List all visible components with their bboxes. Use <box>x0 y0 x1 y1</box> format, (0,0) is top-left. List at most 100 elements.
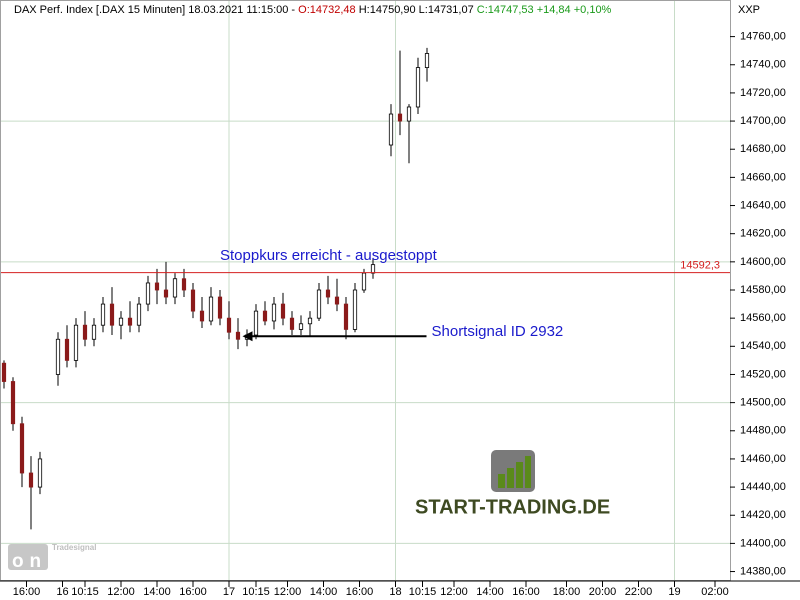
candle-body <box>352 289 358 330</box>
candle-body <box>163 289 169 298</box>
header-instrument: DAX Perf. Index [.DAX 15 Minuten] 18.03.… <box>14 4 295 16</box>
y-tick-label: 14440,00 <box>740 481 786 493</box>
candle-body <box>289 317 295 330</box>
candle-body <box>424 53 430 68</box>
annotation: Shortsignal ID 2932 <box>432 323 564 340</box>
y-tick-label: 14720,00 <box>740 87 786 99</box>
candle-body <box>181 278 187 291</box>
candle-body <box>208 296 214 322</box>
candle-body <box>145 282 151 305</box>
candle-body <box>37 458 43 488</box>
candle-body <box>271 303 277 322</box>
candle-body <box>253 310 259 336</box>
logo: START-TRADING.DE <box>415 450 610 518</box>
plot-area <box>1 1 730 580</box>
y-tick-label: 14640,00 <box>740 199 786 211</box>
y-tick-label: 14520,00 <box>740 368 786 380</box>
x-tick-label: 18 <box>389 586 401 598</box>
x-tick-label: 20:00 <box>589 586 617 598</box>
candle-body <box>298 323 304 330</box>
y-tick-label: 14700,00 <box>740 115 786 127</box>
x-tick-label: 10:15 <box>409 586 437 598</box>
candle-body <box>172 278 178 298</box>
y-tick-label: 14380,00 <box>740 565 786 577</box>
x-tick-label: 02:00 <box>701 586 729 598</box>
candle-body <box>415 67 421 108</box>
annotation-arrowhead <box>242 331 253 342</box>
y-tick-label: 14480,00 <box>740 425 786 437</box>
candle-body <box>199 310 205 322</box>
y-tick-label: 14600,00 <box>740 256 786 268</box>
x-tick-label: 19 <box>668 586 680 598</box>
x-tick-label: 14:00 <box>143 586 171 598</box>
watermark-name: onLine <box>12 551 104 572</box>
y-tick-label: 14460,00 <box>740 453 786 465</box>
header: DAX Perf. Index [.DAX 15 Minuten] 18.03.… <box>14 4 612 16</box>
candle-body <box>235 331 241 340</box>
logo-icon-bar <box>525 456 531 488</box>
watermark-brand: Tradesignal <box>52 543 96 552</box>
y-tick-label: 14580,00 <box>740 284 786 296</box>
header-high-low: H:14750,90 L:14731,07 <box>359 4 474 16</box>
candle-body <box>109 303 115 326</box>
header-close: C:14747,53 +14,84 +0,10% <box>477 4 612 16</box>
x-tick-label: 16:00 <box>13 586 41 598</box>
x-tick-label: 10:15 <box>71 586 99 598</box>
candle-body <box>55 338 61 375</box>
y-tick-label: 14420,00 <box>740 509 786 521</box>
y-tick-label: 14680,00 <box>740 143 786 155</box>
candle-body <box>100 303 106 326</box>
x-tick-label: 16 <box>56 586 68 598</box>
candle-body <box>1 362 7 382</box>
logo-icon-bar <box>507 468 514 488</box>
x-tick-label: 12:00 <box>440 586 468 598</box>
x-tick-label: 17 <box>223 586 235 598</box>
x-tick-label: 10:15 <box>242 586 270 598</box>
y-tick-label: 14400,00 <box>740 537 786 549</box>
candle-body <box>154 282 160 291</box>
candle-body <box>316 289 322 319</box>
candle-body <box>10 381 16 425</box>
candle-body <box>217 296 223 319</box>
candle-body <box>118 317 124 326</box>
candle-body <box>343 303 349 330</box>
x-tick-label: 16:00 <box>346 586 374 598</box>
candle-body <box>64 338 70 361</box>
candle-body <box>370 264 376 274</box>
price-level-label: 14592,3 <box>680 260 720 272</box>
candle-body <box>307 317 313 325</box>
candle-body <box>361 272 367 291</box>
candle-body <box>28 472 34 488</box>
x-tick-label: 16:00 <box>512 586 540 598</box>
y-tick-label: 14540,00 <box>740 340 786 352</box>
y-tick-label: 14740,00 <box>740 59 786 71</box>
candle-body <box>388 113 394 146</box>
y-axis-label: XXP <box>738 4 760 16</box>
candle-body <box>325 289 331 298</box>
logo-icon-bar <box>516 462 523 488</box>
candle-body <box>82 324 88 340</box>
x-tick-label: 14:00 <box>476 586 504 598</box>
x-tick-label: 14:00 <box>310 586 338 598</box>
watermark: Tradesignal onLine <box>8 543 104 572</box>
candle-body <box>406 106 412 122</box>
logo-text: START-TRADING.DE <box>415 496 610 518</box>
annotation: Stoppkurs erreicht - ausgestoppt <box>220 247 438 264</box>
x-tick-label: 16:00 <box>179 586 207 598</box>
x-tick-label: 18:00 <box>553 586 581 598</box>
candle-body <box>136 303 142 326</box>
candle-body <box>226 317 232 333</box>
y-tick-label: 14660,00 <box>740 171 786 183</box>
x-tick-label: 12:00 <box>274 586 302 598</box>
header-open: O:14732,48 <box>298 4 356 16</box>
candle-body <box>397 113 403 122</box>
x-tick-label: 12:00 <box>107 586 135 598</box>
candle-body <box>280 303 286 319</box>
watermark-box <box>8 544 48 570</box>
x-tick-label: 22:00 <box>625 586 653 598</box>
candle-body <box>334 296 340 305</box>
candle-body <box>91 324 97 340</box>
candle-body <box>19 423 25 474</box>
